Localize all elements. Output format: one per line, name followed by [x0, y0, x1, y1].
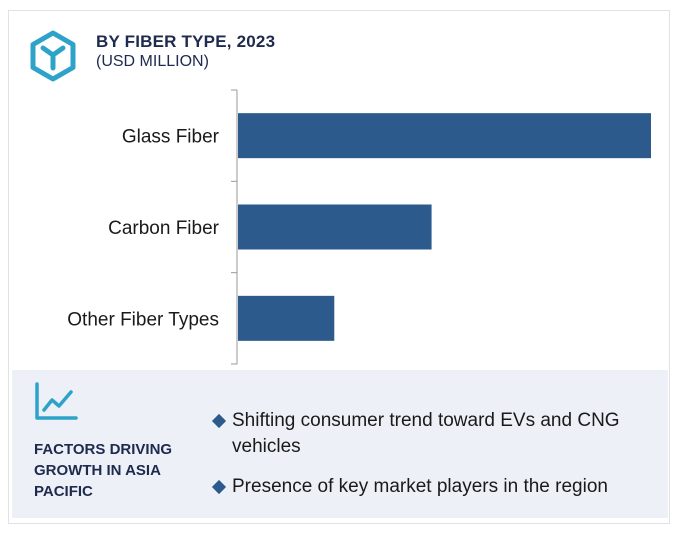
growth-factors-panel: FACTORS DRIVING GROWTH IN ASIA PACIFIC S…: [12, 370, 668, 518]
diamond-bullet-icon: [211, 479, 227, 495]
chart-subtitle: (USD MILLION): [96, 53, 209, 70]
category-label: Glass Fiber: [122, 127, 220, 148]
bar-chart: Glass Fiber Carbon Fiber Other Fiber Types: [67, 89, 651, 365]
factor-item-text: Presence of key market players in the re…: [232, 476, 608, 497]
factors-heading: FACTORS DRIVING GROWTH IN ASIA PACIFIC: [34, 441, 173, 500]
bar: [238, 204, 432, 250]
factors-list: Shifting consumer trend toward EVs and C…: [211, 408, 657, 514]
category-label: Other Fiber Types: [67, 309, 219, 330]
factor-item: Presence of key market players in the re…: [211, 474, 657, 500]
bar: [238, 113, 651, 159]
diamond-bullet-icon: [211, 413, 227, 429]
bar: [238, 295, 335, 341]
line-chart-icon: [35, 382, 78, 420]
hexagon-y-logo-icon: [30, 30, 76, 82]
category-label: Carbon Fiber: [108, 218, 220, 239]
factor-item: Shifting consumer trend toward EVs and C…: [211, 408, 657, 460]
chart-title: BY FIBER TYPE, 2023: [96, 32, 276, 51]
factor-item-text: Shifting consumer trend toward EVs and C…: [232, 410, 620, 457]
